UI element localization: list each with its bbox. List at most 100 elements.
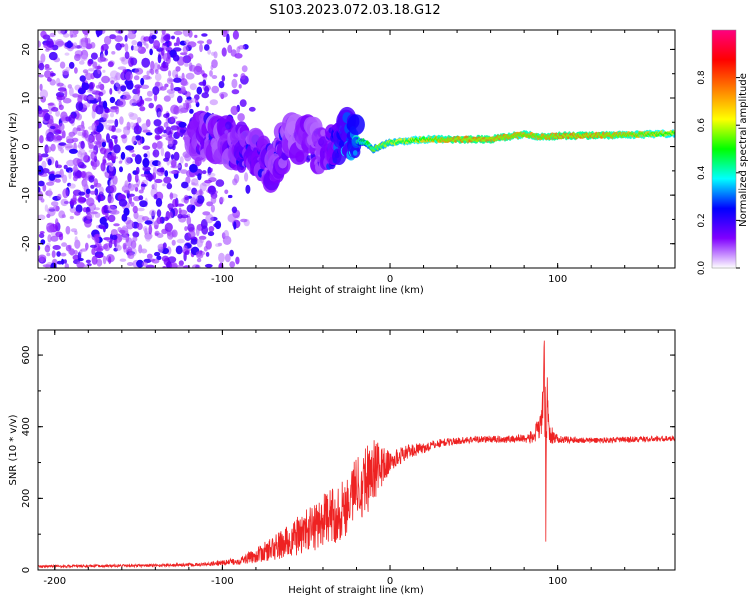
spectrogram-noise-blob — [40, 30, 47, 38]
spectrogram-noise-blob — [163, 34, 171, 42]
spectrogram-noise-blob — [86, 197, 95, 207]
spectrogram-noise-blob — [166, 182, 173, 190]
spectrogram-noise-blob — [163, 121, 169, 128]
spectrogram-noise-blob — [164, 222, 173, 232]
spectrogram-noise-blob — [58, 104, 64, 111]
spectrogram-noise-blob — [186, 186, 192, 191]
spectrogram-noise-blob — [77, 196, 87, 204]
spectrogram-noise-blob — [94, 182, 102, 188]
spectrogram-noise-blob — [111, 234, 118, 240]
spectrogram-noise-blob — [38, 110, 46, 118]
spectrogram-noise-blob — [134, 154, 142, 165]
spectrogram-noise-blob — [72, 127, 78, 135]
spectrogram-noise-blob — [214, 220, 222, 230]
spectrogram-noise-blob — [224, 253, 231, 263]
spectrogram-noise-blob — [205, 105, 209, 112]
spectrogram-noise-blob — [111, 51, 116, 55]
spectrogram-noise-blob — [153, 93, 158, 102]
spectrogram-noise-blob — [159, 64, 169, 72]
spectrogram-noise-blob — [191, 264, 201, 268]
spectrogram-noise-blob — [45, 46, 54, 51]
spectrogram-noise-blob — [85, 134, 94, 143]
spectrogram-noise-blob — [129, 98, 137, 107]
spectrogram-noise-blob — [57, 193, 62, 200]
spectrogram-noise-blob — [170, 154, 175, 160]
spectrogram-noise-blob — [124, 51, 130, 59]
spectrogram-noise-blob — [103, 35, 112, 46]
spectrogram-noise-blob — [57, 82, 64, 87]
spectrogram-noise-blob — [80, 164, 87, 169]
spectrogram-noise-blob — [134, 67, 144, 75]
spectrogram-noise-blob — [68, 183, 76, 189]
spectrogram-noise-blob — [221, 30, 228, 38]
spectrogram-noise-blob — [176, 128, 181, 137]
spectrogram-noise-blob — [191, 204, 196, 211]
spectrogram-noise-blob — [191, 97, 196, 103]
spectrogram-noise-blob — [122, 242, 127, 250]
spectrogram-noise-blob — [125, 237, 133, 248]
spectrogram-noise-blob — [153, 119, 162, 127]
spectrogram-noise-blob — [230, 105, 239, 116]
spectrogram-noise-blob — [146, 70, 150, 76]
spectrogram-noise-blob — [89, 190, 96, 195]
spectrogram-noise-blob — [89, 82, 94, 92]
spectrogram-noise-blob — [38, 62, 45, 71]
spectrogram-noise-blob — [210, 204, 215, 213]
spectrogram-ridge-mark — [352, 150, 358, 156]
spectrogram-noise-blob — [159, 86, 167, 91]
spectrogram-noise-blob — [115, 81, 119, 88]
spectrogram-noise-blob — [152, 86, 160, 96]
spectrogram-noise-blob — [113, 144, 121, 154]
spectrogram-noise-blob — [56, 95, 66, 101]
colorbar: 0.0 0.2 0.4 0.6 0.8 Normalized spectral ampl… — [697, 29, 749, 275]
spectrogram-noise-blob — [136, 117, 142, 124]
spectrogram-noise-blob — [90, 151, 97, 161]
spectrogram-noise-blob — [98, 91, 104, 97]
snr-panel: -200 -100 0 100 0 200 400 600 Height of straig… — [8, 329, 676, 596]
spectrogram-noise-blob — [91, 247, 96, 255]
spectrogram-noise-blob — [76, 261, 84, 268]
spectrogram-noise-blob — [185, 102, 190, 109]
x-tick-label: -100 — [211, 274, 234, 285]
spectrogram-noise-blob — [207, 49, 212, 55]
spectrogram-noise-blob — [128, 193, 135, 197]
spectrogram-noise-blob — [169, 192, 174, 200]
spectrogram-noise-blob — [202, 73, 208, 78]
spectrogram-noise-blob — [95, 141, 102, 148]
spectrogram-noise-blob — [105, 124, 113, 131]
spectrogram-noise-blob — [141, 261, 148, 267]
spectrogram-noise-blob — [79, 60, 85, 65]
spectrogram-noise-blob — [166, 112, 170, 117]
spectrogram-noise-blob — [185, 72, 195, 80]
spectrogram-noise-blob — [184, 153, 192, 162]
spectrogram-noise-blob — [99, 226, 106, 230]
spectrogram-noise-blob — [154, 178, 163, 184]
spectrogram-noise-blob — [190, 238, 198, 245]
spectrogram-noise-blob — [184, 99, 193, 104]
spectrogram-noise-blob — [167, 137, 174, 147]
spectrogram-noise-blob — [68, 61, 75, 69]
spectrogram-noise-blob — [204, 44, 210, 51]
spectrogram-noise-blob — [51, 201, 59, 207]
spectrogram-noise-blob — [127, 184, 136, 192]
spectrogram-noise-blob — [168, 211, 173, 219]
spectrogram-noise-blob — [231, 89, 240, 95]
snr-x-ticks: -200 -100 0 100 — [43, 330, 659, 587]
spectrogram-noise-blob — [72, 175, 78, 182]
spectrogram-noise-blob — [38, 165, 44, 175]
spectrogram-noise-blob — [132, 236, 138, 242]
spectrogram-noise-blob — [90, 52, 98, 60]
spectrogram-noise-blob — [120, 85, 127, 92]
spectrogram-noise-blob — [109, 141, 114, 152]
spectrogram-noise-blob — [103, 113, 108, 121]
spectrogram-noise-blob — [59, 61, 66, 69]
spectrogram-noise-blob — [177, 213, 183, 219]
spectrogram-noise-blob — [79, 94, 87, 100]
spectrogram-noise-blob — [207, 172, 216, 177]
spectrogram-noise-blob — [171, 159, 177, 168]
spectrogram-noise-blob — [235, 256, 240, 265]
colorbar-tick-label: 0.8 — [697, 70, 707, 85]
spectrogram-noise-blob — [244, 172, 249, 182]
spectrogram-noise-blob — [206, 201, 214, 207]
spectrogram-noise-blob — [70, 228, 78, 233]
